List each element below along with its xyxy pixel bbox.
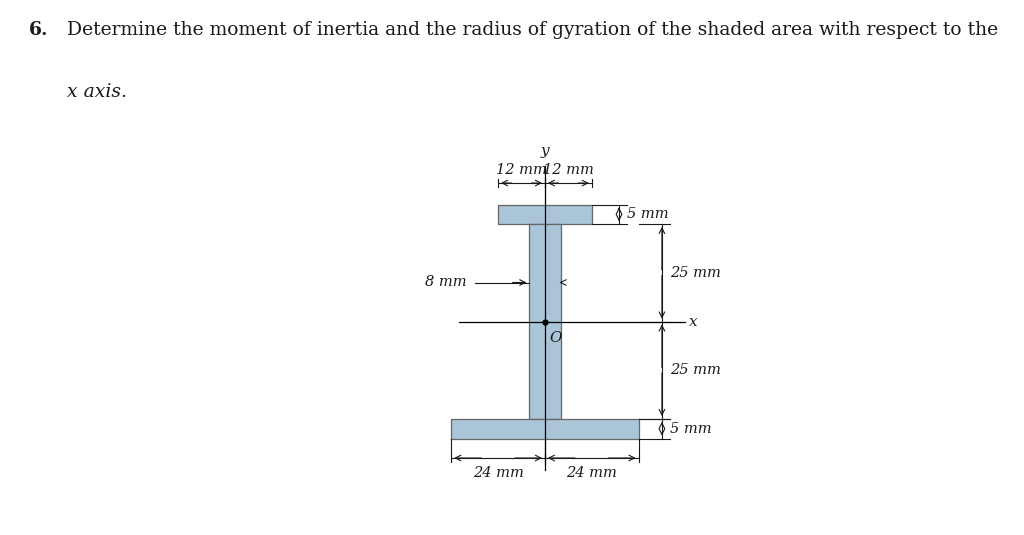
Text: O: O [550, 331, 562, 345]
Text: 5 mm: 5 mm [670, 422, 712, 435]
Text: y: y [541, 144, 549, 158]
Text: 24 mm: 24 mm [473, 466, 523, 480]
Text: 12 mm: 12 mm [543, 163, 594, 177]
Text: x axis.: x axis. [67, 83, 127, 101]
Text: 25 mm: 25 mm [670, 363, 721, 377]
Text: 12 mm: 12 mm [496, 163, 547, 177]
Bar [452, 419, 639, 439]
Text: 8 mm: 8 mm [425, 276, 467, 289]
Bar [529, 224, 560, 419]
Text: Determine the moment of inertia and the radius of gyration of the shaded area wi: Determine the moment of inertia and the … [67, 21, 997, 40]
Text: 5 mm: 5 mm [627, 207, 669, 221]
Bar [498, 204, 592, 224]
Text: 6.: 6. [29, 21, 48, 40]
Text: x: x [689, 315, 697, 328]
Text: 24 mm: 24 mm [566, 466, 617, 480]
Text: 25 mm: 25 mm [670, 266, 721, 280]
